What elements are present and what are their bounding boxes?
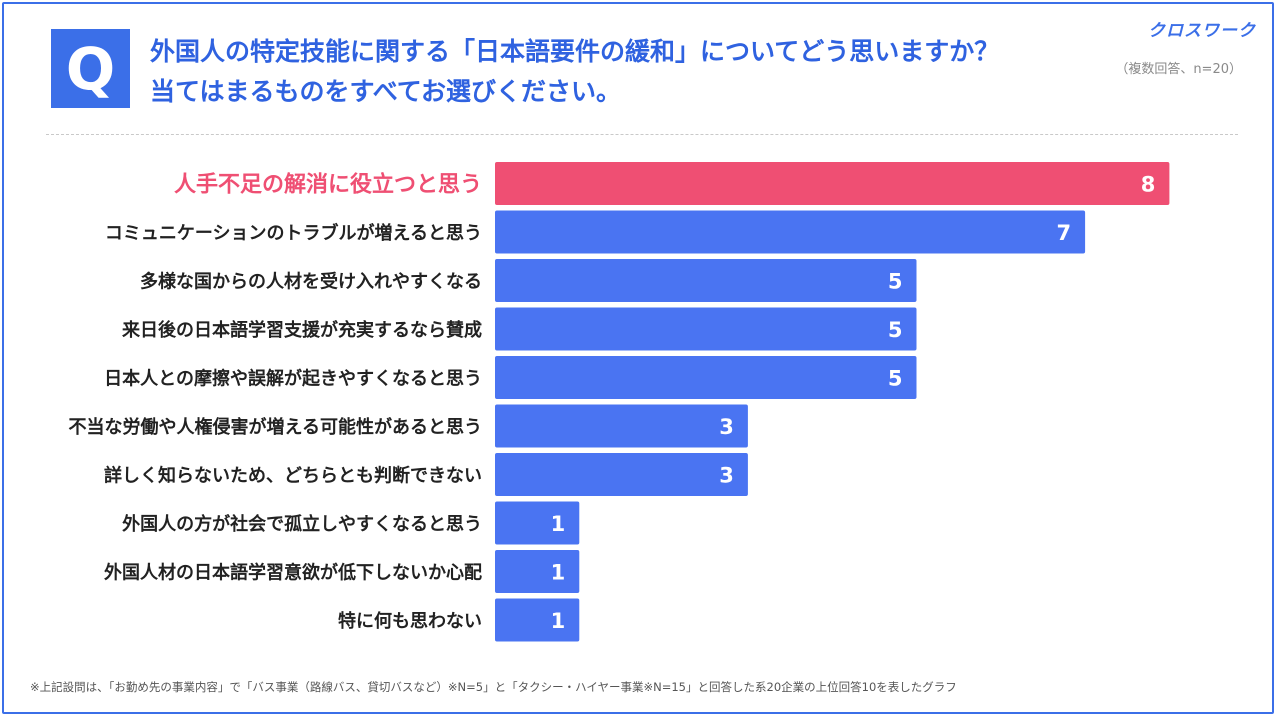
bar-8 (495, 501, 580, 545)
footnote: ※上記設問は、「お勤め先の事業内容」で「バス事業（路線バス、貸切バスなど）※N=… (30, 680, 957, 694)
bar-value-label-3: 5 (888, 270, 903, 294)
bar-4 (495, 307, 917, 351)
bar-3 (495, 259, 917, 302)
brand-logo: クロスワーク (1148, 21, 1256, 41)
bar-value-label-7: 3 (719, 464, 734, 488)
bar-5 (495, 356, 917, 399)
category-label-10: 特に何も思わない (338, 610, 482, 632)
category-label-4: 来日後の日本語学習支援が充実するなら賛成 (121, 319, 482, 341)
bar-value-label-10: 1 (551, 609, 566, 633)
category-label-9: 外国人材の日本語学習意欲が低下しないか心配 (104, 562, 482, 584)
bar-value-label-6: 3 (719, 415, 734, 439)
question-line-1: 外国人の特定技能に関する「日本語要件の緩和」についてどう思いますか？ (150, 37, 1000, 66)
bar-value-label-4: 5 (888, 318, 903, 342)
header-divider (46, 134, 1238, 135)
category-label-2: コミュニケーションのトラブルが増えると思う (105, 222, 482, 244)
question-text: 外国人の特定技能に関する「日本語要件の緩和」についてどう思いますか？ 当てはまる… (150, 32, 999, 112)
bar-value-label-8: 1 (551, 512, 566, 536)
category-label-8: 外国人の方が社会で孤立しやすくなると思う (122, 513, 482, 535)
category-label-1: 人手不足の解消に役立つと思う (174, 172, 482, 198)
bar-value-label-9: 1 (551, 561, 566, 585)
bar-1 (495, 162, 1170, 205)
bar-9 (495, 550, 580, 593)
bar-6 (495, 404, 748, 448)
bar-2 (495, 210, 1086, 254)
bar-7 (495, 453, 748, 496)
category-label-3: 多様な国からの人材を受け入れやすくなる (140, 271, 482, 293)
category-label-6: 不当な労働や人権侵害が増える可能性があると思う (69, 416, 482, 438)
category-label-5: 日本人との摩擦や誤解が起きやすくなると思う (104, 368, 482, 390)
bar-value-label-1: 8 (1141, 173, 1156, 197)
question-line-2: 当てはまるものをすべてお選びください。 (150, 77, 622, 106)
sample-note: （複数回答、n=20） (1115, 62, 1242, 77)
bar-value-label-2: 7 (1056, 221, 1071, 245)
question-badge: Q (51, 29, 130, 108)
category-label-7: 詳しく知らないため、どちらとも判断できない (104, 465, 482, 487)
bar-value-label-5: 5 (888, 367, 903, 391)
bar-10 (495, 598, 580, 642)
